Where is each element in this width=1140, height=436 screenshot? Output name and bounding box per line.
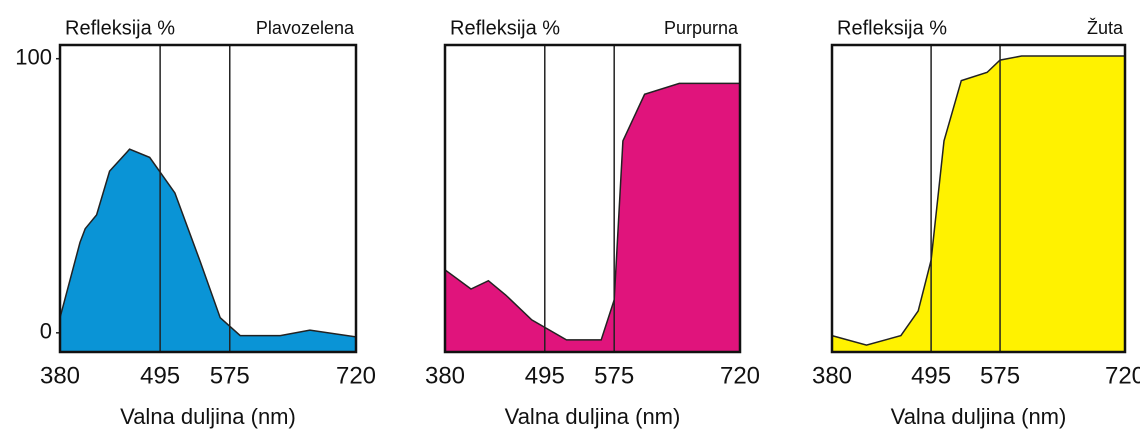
x-axis-label: Valna duljina (nm): [505, 404, 681, 429]
chart-title: Žuta: [1087, 18, 1124, 38]
y-axis-label: Refleksija %: [837, 17, 947, 39]
x-tick-label: 380: [40, 362, 80, 389]
area: [444, 82, 741, 353]
x-tick-label: 495: [911, 362, 951, 389]
y-tick-label: 0: [40, 319, 52, 344]
chart-title: Plavozelena: [256, 18, 355, 38]
chart-title: Purpurna: [664, 18, 739, 38]
y-tick-label: 100: [15, 45, 52, 70]
x-tick-label: 720: [336, 362, 376, 389]
plot-frame: [58, 43, 358, 354]
y-axis-label: Refleksija %: [450, 17, 560, 39]
plot-frame: [443, 43, 742, 354]
x-tick-label: 495: [525, 362, 565, 389]
y-axis-label: Refleksija %: [65, 17, 175, 39]
x-tick-label: 575: [594, 362, 634, 389]
x-axis-label: Valna duljina (nm): [120, 404, 296, 429]
x-tick-label: 495: [140, 362, 180, 389]
area: [59, 148, 357, 353]
x-tick-label: 380: [425, 362, 465, 389]
x-tick-label: 720: [720, 362, 760, 389]
plot-frame: [830, 43, 1127, 354]
area: [831, 55, 1126, 353]
x-tick-label: 380: [812, 362, 852, 389]
x-tick-label: 575: [210, 362, 250, 389]
x-tick-label: 720: [1105, 362, 1140, 389]
x-axis-label: Valna duljina (nm): [891, 404, 1067, 429]
x-tick-label: 575: [980, 362, 1020, 389]
